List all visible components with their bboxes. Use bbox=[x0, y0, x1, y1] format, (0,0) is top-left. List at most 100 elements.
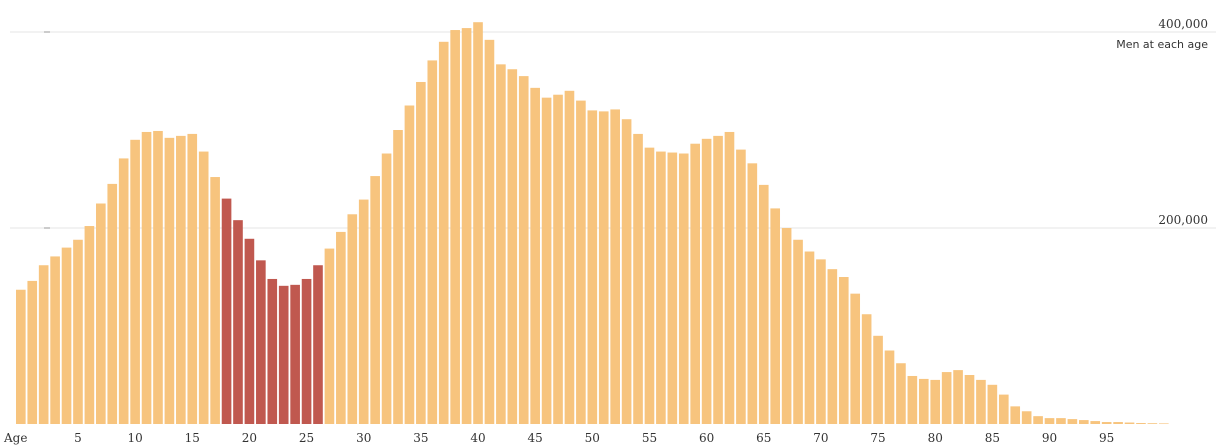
bar-age-72 bbox=[838, 277, 849, 424]
bar-age-62 bbox=[724, 131, 735, 424]
bar-age-5 bbox=[73, 239, 83, 424]
bar-age-8 bbox=[107, 183, 118, 424]
bar-age-54 bbox=[633, 133, 643, 425]
y-axis-label: Men at each age bbox=[1116, 38, 1208, 51]
bar-age-96 bbox=[1113, 422, 1123, 424]
bar-age-91 bbox=[1056, 418, 1066, 424]
bar-age-76 bbox=[884, 350, 895, 424]
bar-age-43 bbox=[507, 69, 518, 425]
x-tick-label: 55 bbox=[642, 431, 657, 445]
bar-age-21 bbox=[256, 260, 266, 424]
bar-age-93 bbox=[1078, 420, 1089, 424]
y-axis-ticks: 200,000 400,000 bbox=[44, 17, 1208, 229]
y-tick-label: 400,000 bbox=[1158, 17, 1208, 31]
bar-age-18 bbox=[221, 198, 232, 424]
x-tick-label: 95 bbox=[1099, 431, 1114, 445]
bar-age-24 bbox=[290, 284, 300, 424]
bar-age-42 bbox=[496, 64, 506, 424]
bar-age-10 bbox=[130, 139, 140, 425]
bar-age-40 bbox=[473, 22, 483, 424]
bar-age-48 bbox=[564, 90, 575, 425]
bar-age-44 bbox=[518, 76, 529, 424]
bar-age-39 bbox=[461, 28, 472, 425]
bar-age-45 bbox=[530, 87, 540, 425]
bar-age-34 bbox=[404, 105, 415, 424]
bar-age-53 bbox=[621, 119, 632, 424]
bar-age-64 bbox=[747, 163, 758, 424]
bar-age-19 bbox=[233, 220, 243, 424]
bar-age-78 bbox=[907, 375, 918, 424]
y-tick-label: 200,000 bbox=[1158, 213, 1208, 227]
bar-age-81 bbox=[941, 372, 952, 424]
bar-age-20 bbox=[244, 238, 255, 424]
bar-age-92 bbox=[1067, 419, 1078, 424]
bar-age-86 bbox=[998, 394, 1009, 424]
x-tick-label: 45 bbox=[528, 431, 543, 445]
x-tick-label: 35 bbox=[413, 431, 428, 445]
bar-age-82 bbox=[953, 370, 963, 424]
bar-age-4 bbox=[61, 247, 72, 424]
x-tick-label: 85 bbox=[985, 431, 1000, 445]
bar-age-46 bbox=[541, 97, 552, 424]
bar-age-57 bbox=[667, 152, 678, 425]
x-tick-label: 25 bbox=[299, 431, 314, 445]
x-tick-label: 30 bbox=[356, 431, 371, 445]
bar-age-23 bbox=[278, 285, 289, 424]
bar-age-84 bbox=[976, 379, 986, 424]
bar-age-99 bbox=[1147, 423, 1158, 424]
x-tick-label: 70 bbox=[813, 431, 828, 445]
bar-age-11 bbox=[141, 131, 152, 424]
bar-age-41 bbox=[484, 39, 495, 425]
bar-age-51 bbox=[598, 111, 609, 424]
bar-age-0 bbox=[16, 289, 26, 424]
bar-age-52 bbox=[610, 109, 620, 425]
x-tick-label: 80 bbox=[928, 431, 943, 445]
bar-age-69 bbox=[804, 251, 815, 424]
x-tick-label: 20 bbox=[242, 431, 257, 445]
x-tick-label: 60 bbox=[699, 431, 714, 445]
bar-age-63 bbox=[736, 149, 746, 424]
bar-age-29 bbox=[347, 214, 358, 424]
bar-age-50 bbox=[587, 110, 598, 425]
bar-age-94 bbox=[1090, 421, 1101, 424]
bar-age-70 bbox=[816, 259, 826, 424]
bar-age-14 bbox=[176, 135, 186, 424]
bar-age-68 bbox=[793, 239, 803, 424]
x-tick-label: 90 bbox=[1042, 431, 1057, 445]
bar-age-98 bbox=[1136, 423, 1146, 424]
bar-age-16 bbox=[198, 151, 209, 424]
x-axis-label: Age bbox=[3, 431, 27, 445]
bar-age-85 bbox=[987, 384, 998, 424]
bar-age-13 bbox=[164, 137, 175, 424]
bar-age-22 bbox=[267, 278, 278, 424]
bar-age-28 bbox=[336, 231, 346, 424]
x-axis-ticks: 5 10 15 20 25 30 35 40 45 50 55 60 65 70 75 80 85 90 95 bbox=[74, 431, 1114, 445]
x-tick-label: 75 bbox=[870, 431, 885, 445]
bar-age-38 bbox=[450, 30, 460, 424]
bar-age-61 bbox=[713, 135, 723, 424]
bar-age-47 bbox=[553, 94, 563, 424]
bar-age-58 bbox=[678, 153, 689, 424]
bar-age-25 bbox=[301, 278, 312, 424]
bar-age-71 bbox=[827, 269, 838, 424]
bar-age-1 bbox=[27, 280, 38, 424]
bar-age-89 bbox=[1033, 416, 1043, 424]
bar-age-79 bbox=[918, 378, 929, 424]
bar-age-59 bbox=[690, 143, 700, 424]
bar-age-75 bbox=[873, 335, 883, 424]
bar-age-6 bbox=[84, 226, 95, 424]
bar-age-17 bbox=[210, 177, 220, 424]
bar-age-31 bbox=[370, 176, 380, 424]
bar-age-27 bbox=[324, 248, 335, 424]
bar-age-56 bbox=[656, 151, 666, 424]
x-tick-label: 40 bbox=[470, 431, 485, 445]
bar-age-97 bbox=[1124, 422, 1135, 424]
bar-age-33 bbox=[393, 130, 403, 424]
bar-age-80 bbox=[930, 379, 941, 424]
bar-age-83 bbox=[964, 375, 975, 424]
x-tick-label: 15 bbox=[185, 431, 200, 445]
bar-age-90 bbox=[1044, 418, 1055, 424]
bar-age-9 bbox=[118, 158, 129, 425]
x-tick-label: 10 bbox=[127, 431, 142, 445]
bar-age-3 bbox=[50, 256, 60, 424]
